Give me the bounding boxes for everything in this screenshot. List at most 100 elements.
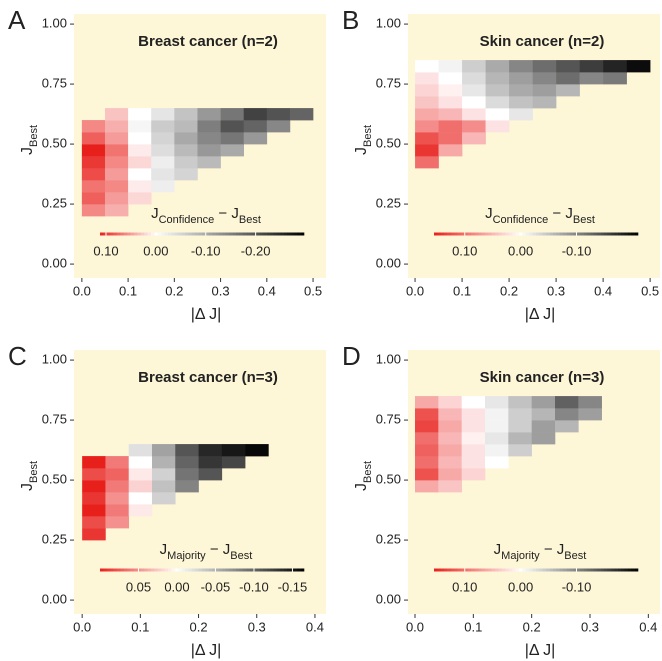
heatmap-cell	[438, 468, 462, 481]
colorbar-segment	[232, 232, 237, 236]
heatmap-cell	[509, 84, 533, 97]
colorbar-segment	[539, 232, 544, 236]
colorbar-segment	[570, 568, 574, 572]
heatmap-cell	[531, 432, 556, 445]
heatmap-cell	[415, 60, 439, 73]
colorbar-segment	[610, 232, 615, 236]
x-tick-label: 0.0	[73, 619, 91, 634]
x-tick-label: 0.3	[547, 283, 565, 298]
heatmap-cell	[104, 120, 129, 133]
colorbar-segment	[437, 568, 442, 572]
heatmap-cell	[556, 72, 580, 85]
colorbar-segment	[549, 568, 554, 572]
colorbar-segment	[512, 568, 516, 572]
colorbar-segment	[287, 232, 291, 236]
x-tick-label: 0.1	[464, 619, 482, 634]
heatmap-cell	[151, 120, 175, 133]
heatmap-cell	[81, 168, 106, 181]
colorbar-segment	[229, 568, 233, 572]
colorbar-segment	[212, 568, 216, 572]
x-tick-label: 0.3	[248, 619, 266, 634]
heatmap-cell	[151, 168, 175, 181]
heatmap-cell	[151, 132, 175, 145]
colorbar-title-part: J	[151, 205, 159, 222]
x-tick-label: 0.3	[581, 619, 599, 634]
y-tick-label: 0.50	[376, 472, 401, 487]
colorbar-segment	[239, 568, 244, 572]
colorbar-segment	[590, 568, 595, 572]
colorbar-segment	[293, 568, 298, 572]
heatmap-cell	[151, 180, 175, 193]
colorbar-segment	[253, 568, 257, 572]
heatmap-cell	[128, 504, 153, 517]
colorbar-title-part: Majority	[501, 550, 540, 562]
heatmap-cell	[438, 132, 463, 145]
colorbar-segment	[266, 232, 271, 236]
colorbar-segment	[130, 232, 135, 236]
colorbar-segment	[270, 232, 274, 236]
colorbar-segment	[225, 568, 230, 572]
heatmap-cell	[626, 60, 651, 73]
colorbar-segment	[117, 232, 121, 236]
colorbar-segment	[454, 232, 459, 236]
y-axis-label-part: J	[19, 483, 36, 491]
x-tick-label: 0.3	[212, 283, 230, 298]
colorbar-segment	[198, 568, 203, 572]
colorbar-segment	[464, 568, 469, 572]
heatmap-cell	[578, 396, 602, 409]
colorbar-segment	[627, 568, 632, 572]
colorbar-segment	[195, 568, 199, 572]
colorbar-segment	[242, 232, 247, 236]
colorbar-segment	[232, 568, 237, 572]
heatmap-cell	[175, 456, 199, 469]
heatmap-cell	[532, 72, 557, 85]
colorbar-segment	[495, 232, 499, 236]
colorbar-segment	[222, 568, 227, 572]
colorbar-title-part: J	[160, 541, 168, 558]
heatmap-cell	[221, 456, 246, 469]
x-tick-label: 0.2	[500, 283, 518, 298]
heatmap-cell	[485, 84, 510, 97]
heatmap-cell	[82, 528, 106, 541]
heatmap-cell	[128, 456, 153, 469]
colorbar-segment	[495, 568, 499, 572]
colorbar-segment	[103, 568, 108, 572]
y-tick-label: 0.75	[376, 412, 401, 427]
colorbar-tick-label: -0.10	[239, 579, 269, 594]
colorbar-title-part: J	[494, 541, 502, 558]
x-tick-label: 0.4	[594, 283, 612, 298]
panel-label: A	[8, 5, 26, 35]
colorbar-title: JConfidence − JBest	[485, 205, 595, 226]
heatmap-cell	[485, 444, 509, 457]
y-tick-label: 1.00	[42, 352, 67, 367]
heatmap-cell	[82, 504, 106, 517]
colorbar-segment	[604, 568, 608, 572]
x-axis-label: |Δ J|	[191, 306, 222, 323]
y-axis-label: JBest	[19, 461, 40, 491]
colorbar-tick-label: 0.00	[143, 243, 168, 258]
colorbar-segment	[185, 232, 189, 236]
y-axis-label-part: Best	[362, 125, 374, 147]
heatmap-cell	[438, 408, 462, 421]
colorbar-segment	[123, 232, 128, 236]
colorbar-segment	[208, 568, 213, 572]
colorbar-segment	[140, 232, 145, 236]
colorbar-segment	[219, 568, 223, 572]
colorbar-segment	[123, 568, 128, 572]
heatmap-cell	[128, 132, 152, 145]
colorbar-tick-label: -0.20	[241, 243, 271, 258]
colorbar-segment	[202, 232, 206, 236]
heatmap-cell	[415, 96, 439, 109]
colorbar-title-part: Best	[564, 550, 586, 562]
heatmap-cell	[579, 72, 604, 85]
colorbar-segment	[263, 232, 267, 236]
colorbar-segment	[440, 568, 445, 572]
y-tick-label: 1.00	[376, 16, 401, 31]
y-tick-label: 0.25	[42, 532, 67, 547]
panel-title: Skin cancer (n=3)	[480, 369, 605, 386]
colorbar-segment	[542, 568, 547, 572]
colorbar-segment	[556, 568, 561, 572]
colorbar-segment	[471, 568, 476, 572]
heatmap-cell	[461, 408, 486, 421]
